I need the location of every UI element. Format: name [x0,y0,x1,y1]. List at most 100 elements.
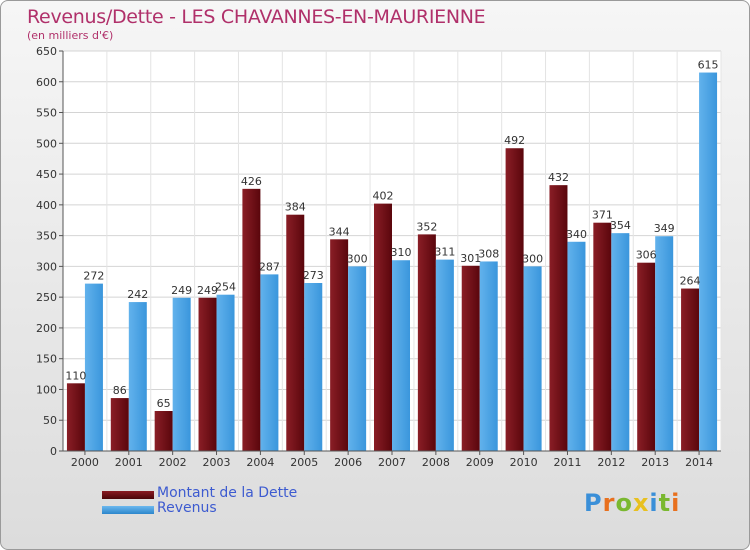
data-label-revenus-2000: 272 [83,270,104,283]
y-tick-label: 250 [36,291,57,304]
data-label-dette-2004: 426 [241,175,262,188]
logo-letter: t [658,489,672,517]
bar-dette-2003 [198,297,217,451]
logo-letter: x [632,489,650,517]
y-tick-label: 150 [36,353,57,366]
x-tick-label-2006: 2006 [334,456,362,469]
bar-revenus-2006 [348,266,367,451]
data-label-dette-2008: 352 [416,220,437,233]
data-label-dette-2013: 306 [636,249,657,262]
x-tick-label-2011: 2011 [553,456,581,469]
data-label-revenus-2009: 308 [478,247,499,260]
legend-label-dette: Montant de la Dette [157,485,298,501]
x-tick-label-2008: 2008 [422,456,450,469]
chart-title: Revenus/Dette - LES CHAVANNES-EN-MAURIEN… [27,6,486,28]
data-label-dette-2000: 110 [65,369,86,382]
bar-dette-2006 [330,239,349,451]
y-tick-label: 650 [36,45,57,58]
bar-revenus-2003 [216,294,235,451]
x-tick-label-2005: 2005 [290,456,318,469]
x-tick-label-2003: 2003 [203,456,231,469]
bar-revenus-2005 [304,283,323,451]
x-tick-label-2013: 2013 [641,456,669,469]
x-tick-label-2000: 2000 [71,456,99,469]
proxiti-logo: Proxiti [584,489,680,517]
bar-revenus-2013 [655,236,674,451]
bar-dette-2005 [286,214,305,451]
logo-letter: i [649,489,659,517]
bar-dette-2002 [154,411,173,451]
y-tick-label: 400 [36,199,57,212]
x-tick-label-2012: 2012 [597,456,625,469]
data-label-revenus-2007: 310 [391,246,412,259]
logo-letter: P [584,489,603,517]
bar-revenus-2001 [128,302,147,451]
bars [66,72,718,452]
bar-revenus-2008 [435,259,454,451]
x-tick-label-2009: 2009 [466,456,494,469]
x-tick-label-2001: 2001 [115,456,143,469]
y-tick-label: 300 [36,260,57,273]
bar-revenus-2012 [611,233,630,451]
data-label-revenus-2003: 254 [215,281,236,294]
data-label-revenus-2001: 242 [127,288,148,301]
data-label-dette-2001: 86 [113,384,127,397]
x-tick-label-2002: 2002 [159,456,187,469]
logo-letter: i [671,489,681,517]
chart-subtitle: (en milliers d'€) [27,29,114,42]
y-tick-label: 100 [36,383,57,396]
data-label-revenus-2012: 354 [610,219,631,232]
x-tick-label-2014: 2014 [685,456,713,469]
bar-revenus-2007 [392,260,410,451]
data-label-dette-2012: 371 [592,209,613,222]
data-label-dette-2009: 301 [460,252,481,265]
x-tick-label-2010: 2010 [510,456,538,469]
bar-dette-2012 [593,222,612,451]
data-label-revenus-2005: 273 [303,269,324,282]
y-tick-label: 200 [36,322,57,335]
y-tick-label: 550 [36,107,57,120]
bar-dette-2014 [681,288,700,451]
data-label-dette-2007: 402 [373,190,394,203]
legend-label-revenus: Revenus [157,500,217,516]
data-label-revenus-2014: 615 [698,59,719,72]
bar-revenus-2009 [479,261,498,451]
data-label-dette-2011: 432 [548,171,569,184]
data-label-revenus-2010: 300 [522,252,543,265]
y-tick-label: 0 [50,445,57,458]
data-label-revenus-2002: 249 [171,284,192,297]
bar-dette-2010 [505,148,524,451]
bar-revenus-2000 [84,283,103,451]
data-label-dette-2006: 344 [329,225,350,238]
x-tick-label-2004: 2004 [246,456,274,469]
bar-dette-2001 [110,398,129,451]
data-label-dette-2014: 264 [680,275,701,288]
y-tick-label: 50 [43,414,57,427]
bar-revenus-2011 [567,241,586,451]
data-label-revenus-2013: 349 [654,222,675,235]
data-label-revenus-2006: 300 [347,252,368,265]
data-label-dette-2003: 249 [197,284,218,297]
bar-dette-2000 [66,383,85,451]
data-label-revenus-2011: 340 [566,228,587,241]
data-label-dette-2010: 492 [504,134,525,147]
bar-revenus-2010 [523,266,542,451]
data-label-revenus-2008: 311 [434,246,455,259]
bar-dette-2008 [417,234,436,451]
bar-revenus-2002 [172,297,191,451]
bar-dette-2007 [374,203,392,451]
axes: 0 50 100 150 200 250 300 350 400 450 500 550 600 650 2… [36,45,721,469]
y-tick-label: 450 [36,168,57,181]
data-label-dette-2005: 384 [285,201,306,214]
bar-revenus-2004 [260,274,279,451]
bar-dette-2013 [637,262,656,451]
logo-letter: r [602,489,616,517]
logo-letter: o [615,489,633,517]
y-tick-label: 600 [36,76,57,89]
bar-dette-2011 [549,185,568,451]
bar-dette-2009 [461,265,480,451]
bar-dette-2004 [242,188,261,451]
legend-swatch-revenus [102,506,154,514]
